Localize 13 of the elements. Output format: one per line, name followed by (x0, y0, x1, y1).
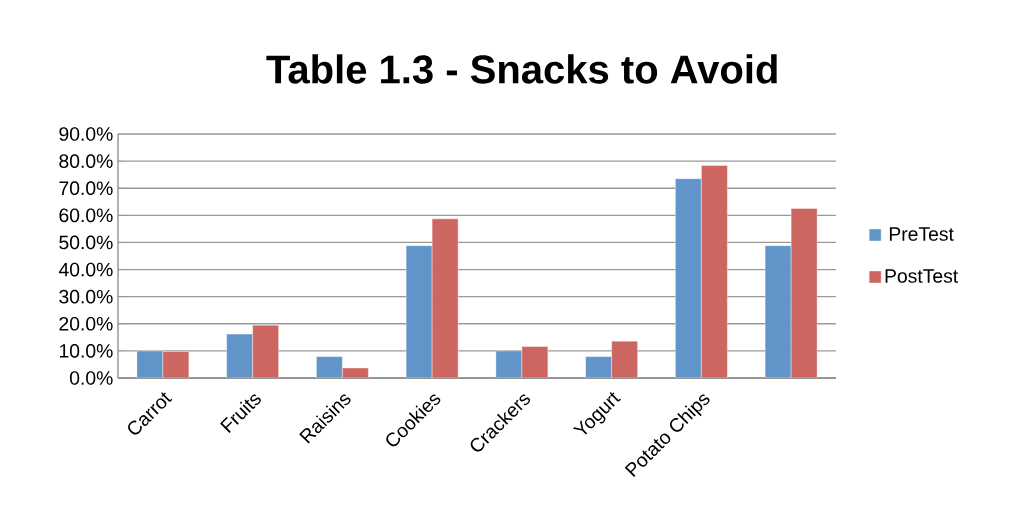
chart-title: Table 1.3 - Snacks to Avoid (266, 54, 777, 84)
y-tick-label: 90.0% (59, 127, 113, 141)
y-tick-label: 30.0% (59, 289, 113, 304)
legend-label: PreTest (889, 227, 954, 241)
y-tick-label: 20.0% (59, 316, 113, 331)
y-tick-label: 50.0% (59, 235, 113, 250)
y-tick-label: 70.0% (59, 181, 113, 196)
y-tick-label: 40.0% (58, 262, 113, 277)
y-tick-label: 60.0% (59, 208, 113, 223)
legend-label: PostTest (885, 269, 959, 283)
y-tick-label: 80.0% (59, 154, 113, 168)
y-tick-label: 10.0% (59, 344, 113, 358)
y-tick-label: 0.0% (69, 371, 113, 385)
